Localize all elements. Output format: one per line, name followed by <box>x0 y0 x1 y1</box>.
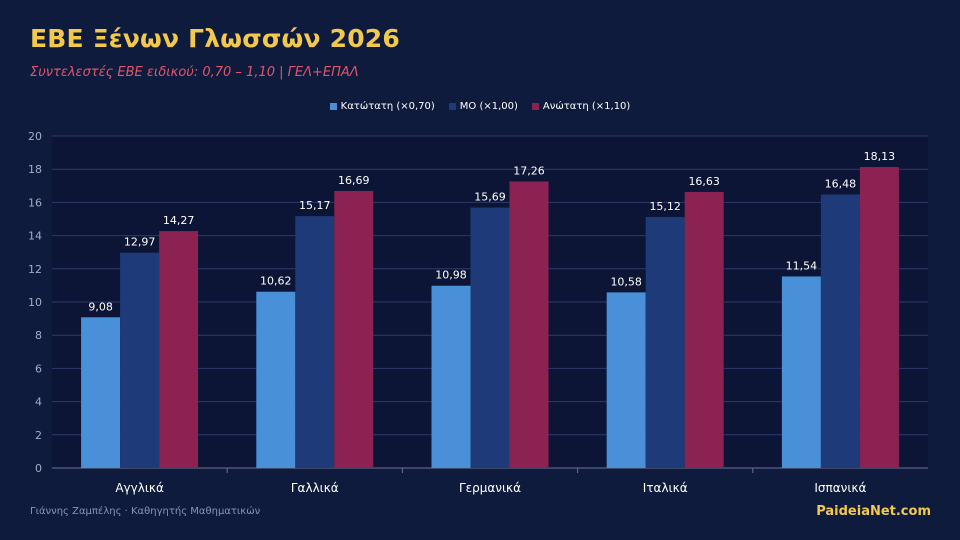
bar <box>606 292 646 468</box>
x-tick-label: Ιταλικά <box>643 481 688 495</box>
data-label: 10,58 <box>610 275 642 288</box>
legend-item-min: Κατώτατη (×0,70) <box>329 101 435 112</box>
legend-label-avg: ΜΟ (×1,00) <box>459 101 518 112</box>
legend-item-max: Ανώτατη (×1,10) <box>531 101 631 112</box>
x-tick-label: Ισπανικά <box>814 481 866 495</box>
legend-label-max: Ανώτατη (×1,10) <box>542 101 631 112</box>
slide-subtitle: Συντελεστές ΕΒΕ ειδικού: 0,70 – 1,10 | Γ… <box>30 65 359 80</box>
data-label: 10,62 <box>260 275 292 288</box>
data-label: 15,17 <box>299 199 331 212</box>
y-tick-label: 0 <box>35 462 42 475</box>
legend-item-avg: ΜΟ (×1,00) <box>448 101 518 112</box>
y-tick-label: 18 <box>28 163 42 176</box>
legend-label-min: Κατώτατη (×0,70) <box>340 101 435 112</box>
data-label: 15,69 <box>474 191 506 204</box>
bar <box>470 207 510 468</box>
bar <box>334 190 374 469</box>
data-label: 12,97 <box>124 236 156 249</box>
data-label: 15,12 <box>649 200 681 213</box>
bar <box>781 276 821 468</box>
bar <box>684 191 724 468</box>
x-tick-label: Γαλλικά <box>291 481 339 495</box>
bar <box>295 216 335 468</box>
data-label: 16,48 <box>825 177 857 190</box>
footer-author: Γιάννης Ζαμπέλης · Καθηγητής Μαθηματικών <box>30 506 261 517</box>
bar <box>81 317 121 468</box>
y-tick-label: 8 <box>35 329 42 342</box>
data-label: 14,27 <box>163 214 195 227</box>
bar <box>820 194 860 468</box>
data-label: 11,54 <box>786 259 818 272</box>
y-tick-label: 20 <box>28 130 42 143</box>
bar <box>859 167 899 469</box>
slide-title: ΕΒΕ Ξένων Γλωσσών 2026 <box>30 24 400 53</box>
chart-legend: Κατώτατη (×0,70) ΜΟ (×1,00) Ανώτατη (×1,… <box>0 101 960 112</box>
bar <box>645 217 685 468</box>
y-tick-label: 6 <box>35 362 42 375</box>
bar <box>159 231 199 468</box>
data-label: 9,08 <box>88 300 113 313</box>
bar <box>120 252 160 468</box>
legend-swatch-avg <box>448 103 456 110</box>
legend-swatch-max <box>531 103 539 110</box>
y-tick-label: 10 <box>28 296 42 309</box>
bar <box>431 285 471 468</box>
data-label: 10,98 <box>435 269 467 282</box>
data-label: 17,26 <box>513 164 545 177</box>
x-tick-label: Αγγλικά <box>115 481 164 495</box>
bar <box>509 181 549 468</box>
footer-site-link[interactable]: PaideiaNet.com <box>816 504 931 519</box>
x-tick-label: Γερμανικά <box>459 481 521 495</box>
data-label: 18,13 <box>864 150 896 163</box>
data-label: 16,63 <box>688 175 720 188</box>
y-tick-label: 14 <box>28 230 42 243</box>
legend-swatch-min <box>329 103 337 110</box>
y-tick-label: 4 <box>35 396 42 409</box>
y-tick-label: 16 <box>28 196 42 209</box>
bar <box>256 291 296 468</box>
y-tick-label: 12 <box>28 263 42 276</box>
y-tick-label: 2 <box>35 429 42 442</box>
data-label: 16,69 <box>338 174 370 187</box>
